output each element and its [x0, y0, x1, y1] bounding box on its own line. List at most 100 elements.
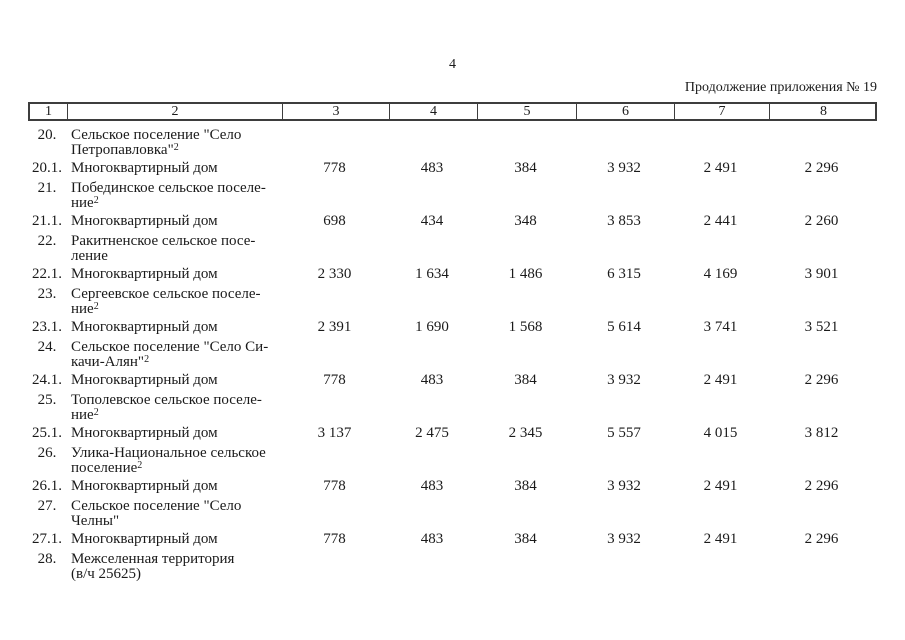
- column-header-3: 3: [283, 104, 390, 119]
- table-body: 20. Сельское поселение "Село Петропавловка…: [28, 128, 877, 582]
- value-cell-col6: 3 932: [607, 372, 641, 388]
- table-row-building: 24.1. Многоквартирный дом 778 483 384 3 932 2 …: [28, 373, 877, 388]
- value-cell-col6: 5 614: [607, 319, 641, 335]
- row-number: 25.: [37, 392, 57, 408]
- value-cell-col3: 778: [323, 478, 346, 494]
- settlement-name-line-1: Сельское поселение "Село: [71, 498, 242, 514]
- settlement-name-line-1: Тополевское сельское поселе-: [71, 392, 262, 408]
- table-header-row: 1 2 3 4 5 6 7 8: [28, 102, 877, 121]
- building-type-label: Многоквартирный дом: [71, 425, 218, 441]
- settlement-name-line-1: Ракитненское сельское посе-: [71, 233, 256, 249]
- value-cell-col4: 434: [420, 213, 444, 229]
- value-cell-col7: 2 441: [703, 213, 738, 229]
- settlement-name-line-1: Сельское поселение "Село: [71, 127, 242, 143]
- appendix-continuation-label: Продолжение приложения № 19: [684, 80, 877, 95]
- building-type-label: Многоквартирный дом: [71, 266, 218, 282]
- value-cell-col3: 2 330: [317, 266, 352, 282]
- footnote-reference: 2: [93, 407, 99, 418]
- value-cell-col8: 2 296: [804, 531, 839, 547]
- table-row-settlement: 28. Межселенная территория (в/ч 25625): [28, 552, 877, 582]
- table-row-settlement: 22. Ракитненское сельское посе-ление: [28, 234, 877, 264]
- building-type-label: Многоквартирный дом: [71, 160, 218, 176]
- settlement-name-line-2-text: ние: [71, 301, 94, 317]
- settlement-name-line-2-text: ние: [71, 195, 94, 211]
- value-cell-col7: 2 491: [703, 160, 738, 176]
- value-cell-col4: 483: [420, 531, 444, 547]
- building-type-label: Многоквартирный дом: [71, 213, 218, 229]
- table-row-settlement: 21. Побединское сельское поселе-ние2: [28, 181, 877, 211]
- table-row-settlement: 24. Сельское поселение "Село Си-качи-Алян…: [28, 340, 877, 370]
- row-number: 23.1.: [32, 319, 62, 335]
- settlement-name: Побединское сельское поселе-ние2: [66, 181, 281, 211]
- row-number: 22.1.: [32, 266, 62, 282]
- settlement-name-line-2-text: Челны": [71, 513, 120, 529]
- settlement-name-line-2: Петропавловка"2: [71, 143, 281, 158]
- settlement-name: Сергеевское сельское поселе-ние2: [66, 287, 281, 317]
- value-cell-col6: 3 932: [607, 478, 641, 494]
- building-type-label: Многоквартирный дом: [71, 372, 218, 388]
- settlement-name-line-1: Сельское поселение "Село Си-: [71, 339, 269, 355]
- table-row-settlement: 27. Сельское поселение "Село Челны": [28, 499, 877, 529]
- row-number: 26.1.: [32, 478, 62, 494]
- row-number: 21.: [37, 180, 57, 196]
- value-cell-col6: 3 932: [607, 160, 641, 176]
- row-number: 20.1.: [32, 160, 62, 176]
- settlement-name-line-2: ние2: [71, 408, 281, 423]
- settlement-name-line-2: Челны": [71, 514, 281, 529]
- value-cell-col4: 1 690: [415, 319, 449, 335]
- column-header-1: 1: [30, 104, 68, 119]
- settlement-name-line-2-text: (в/ч 25625): [71, 566, 142, 582]
- settlement-name-line-2: качи-Алян"2: [71, 355, 281, 370]
- settlements-table: 1 2 3 4 5 6 7 8 20. Сельское поселение "С…: [28, 102, 877, 585]
- value-cell-col3: 3 137: [317, 425, 352, 441]
- value-cell-col7: 2 491: [703, 478, 738, 494]
- settlement-name-line-2-text: ление: [71, 248, 108, 264]
- row-number: 27.1.: [32, 531, 62, 547]
- value-cell-col7: 4 015: [703, 425, 738, 441]
- table-row-settlement: 26. Улика-Национальное сельское поселение2: [28, 446, 877, 476]
- settlement-name: Сельское поселение "Село Петропавловка"2: [66, 128, 281, 158]
- value-cell-col6: 3 932: [607, 531, 641, 547]
- table-row-settlement: 20. Сельское поселение "Село Петропавловка…: [28, 128, 877, 158]
- row-number: 23.: [37, 286, 57, 302]
- value-cell-col5: 384: [514, 531, 537, 547]
- row-number: 26.: [37, 445, 57, 461]
- footnote-reference: 2: [173, 142, 179, 153]
- settlement-name: Улика-Национальное сельское поселение2: [66, 446, 281, 476]
- settlement-name-line-2-text: качи-Алян": [71, 354, 145, 370]
- settlement-name-line-2: (в/ч 25625): [71, 567, 281, 582]
- value-cell-col7: 2 491: [703, 531, 738, 547]
- building-type-label: Многоквартирный дом: [71, 531, 218, 547]
- value-cell-col3: 778: [323, 160, 346, 176]
- settlement-name: Ракитненское сельское посе-ление: [66, 234, 281, 264]
- value-cell-col8: 2 296: [804, 478, 839, 494]
- value-cell-col5: 384: [514, 160, 537, 176]
- column-header-2: 2: [68, 104, 283, 119]
- table-row-settlement: 23. Сергеевское сельское поселе-ние2: [28, 287, 877, 317]
- value-cell-col5: 2 345: [508, 425, 543, 441]
- column-header-5: 5: [478, 104, 577, 119]
- value-cell-col8: 3 521: [804, 319, 839, 335]
- value-cell-col4: 1 634: [415, 266, 449, 282]
- value-cell-col5: 384: [514, 478, 537, 494]
- footnote-reference: 2: [93, 301, 99, 312]
- value-cell-col8: 3 812: [804, 425, 839, 441]
- value-cell-col4: 483: [420, 160, 444, 176]
- value-cell-col6: 5 557: [607, 425, 641, 441]
- value-cell-col3: 2 391: [317, 319, 352, 335]
- row-number: 21.1.: [32, 213, 62, 229]
- settlement-name: Межселенная территория (в/ч 25625): [66, 552, 281, 582]
- column-header-8: 8: [820, 104, 827, 119]
- row-number: 24.1.: [32, 372, 62, 388]
- settlement-name-line-2: ление: [71, 249, 281, 264]
- settlement-name: Тополевское сельское поселе-ние2: [66, 393, 281, 423]
- table-row-building: 23.1. Многоквартирный дом 2 391 1 690 1 568 5…: [28, 320, 877, 335]
- row-number: 25.1.: [32, 425, 62, 441]
- value-cell-col5: 1 568: [508, 319, 543, 335]
- row-number: 22.: [37, 233, 57, 249]
- row-number: 20.: [37, 127, 57, 143]
- footnote-reference: 2: [93, 195, 99, 206]
- settlement-name-line-2-text: поселение: [71, 460, 138, 476]
- footnote-reference: 2: [144, 354, 150, 365]
